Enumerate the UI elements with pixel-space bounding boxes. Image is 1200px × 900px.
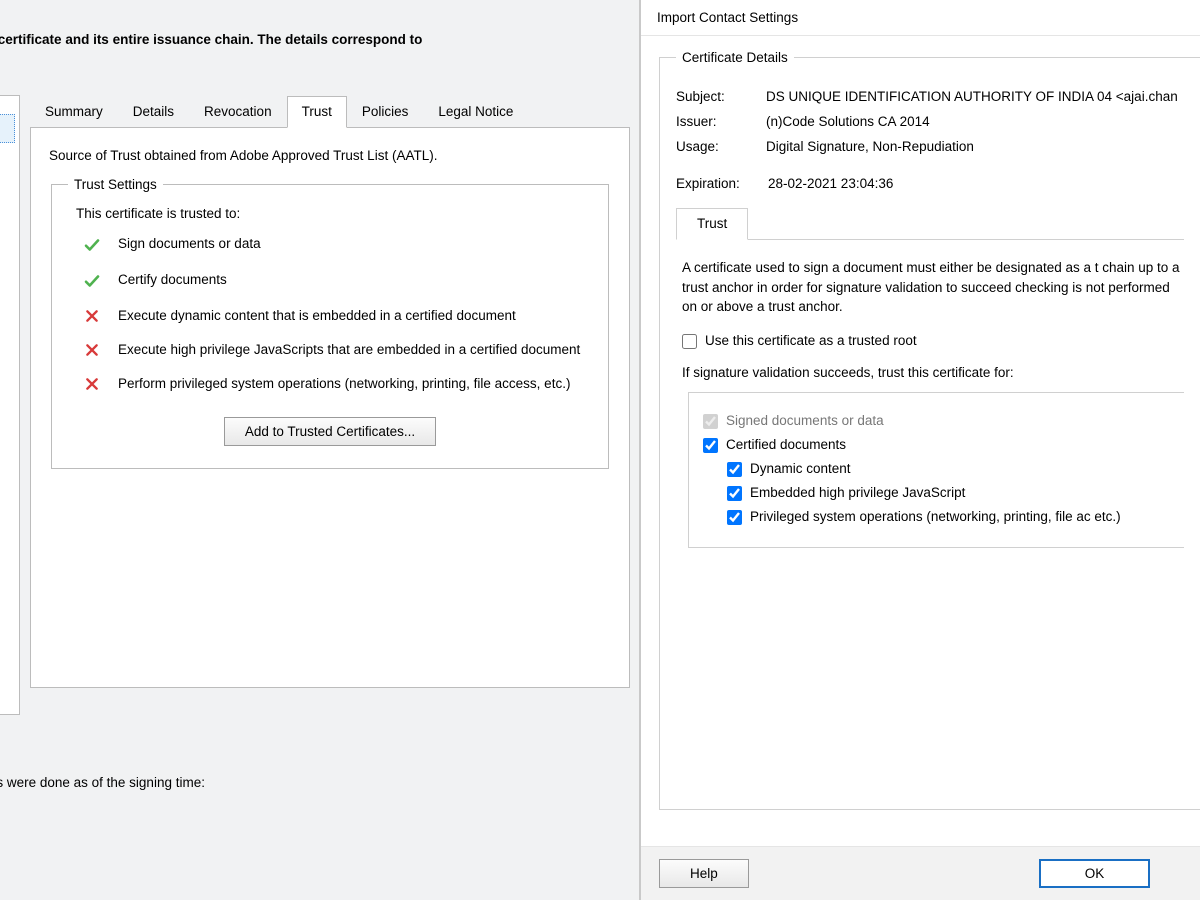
tab-body-trust: Source of Trust obtained from Adobe Appr… [30, 128, 630, 688]
trust-settings-group: Trust Settings This certificate is trust… [51, 177, 609, 469]
dialog-footer: Help OK [641, 846, 1200, 900]
privileged-ops-label: Privileged system operations (networking… [750, 509, 1121, 524]
signed-documents-checkbox [703, 414, 718, 429]
trust-row-text: Execute high privilege JavaScripts that … [118, 341, 592, 359]
x-icon [84, 308, 100, 324]
import-contact-settings-dialog: Import Contact Settings Certificate Deta… [640, 0, 1200, 900]
if-validation-succeeds-label: If signature validation succeeds, trust … [682, 365, 1184, 380]
trust-intro: This certificate is trusted to: [76, 206, 592, 221]
trust-row: Execute dynamic content that is embedded… [82, 307, 592, 327]
issuer-value: (n)Code Solutions CA 2014 [766, 114, 1184, 129]
certificate-details-group: Certificate Details Subject: DS UNIQUE I… [659, 50, 1200, 810]
subject-value: DS UNIQUE IDENTIFICATION AUTHORITY OF IN… [766, 89, 1184, 104]
x-icon [84, 376, 100, 392]
certified-documents-label: Certified documents [726, 437, 846, 452]
embedded-js-checkbox[interactable] [727, 486, 742, 501]
usage-value: Digital Signature, Non-Repudiation [766, 139, 1184, 154]
certificate-tree[interactable]: ATION . [0, 95, 20, 715]
tab-legal-notice[interactable]: Legal Notice [423, 96, 528, 128]
certificate-viewer-panel: to view the details of a certificate and… [0, 0, 640, 900]
tabstrip: Summary Details Revocation Trust Policie… [30, 95, 630, 128]
add-to-trusted-button[interactable]: Add to Trusted Certificates... [224, 417, 436, 446]
certified-documents-checkbox[interactable] [703, 438, 718, 453]
expiration-label: Expiration: [676, 176, 754, 191]
subject-label: Subject: [676, 89, 752, 104]
right-tabstrip: Trust [676, 207, 1184, 240]
trust-settings-legend: Trust Settings [68, 177, 163, 192]
ok-button[interactable]: OK [1039, 859, 1151, 888]
check-icon [83, 272, 101, 290]
privileged-ops-checkbox[interactable] [727, 510, 742, 525]
x-icon [84, 342, 100, 358]
paths-found-text: paths found [0, 60, 640, 95]
dynamic-content-label: Dynamic content [750, 461, 851, 476]
footer-line: :03 +05'30' [0, 794, 620, 815]
use-as-trusted-root-checkbox[interactable] [682, 334, 697, 349]
trust-row-text: Certify documents [118, 271, 592, 289]
tab-details[interactable]: Details [118, 96, 189, 128]
footer-line: : Shell [0, 815, 620, 836]
footer-line: ificate path is valid. [0, 731, 620, 752]
footer-status: ificate path is valid. on and revocation… [0, 715, 640, 846]
right-tab-trust[interactable]: Trust [676, 208, 748, 240]
trust-row: Sign documents or data [82, 235, 592, 257]
issuer-label: Issuer: [676, 114, 752, 129]
trust-row-text: Execute dynamic content that is embedded… [118, 307, 592, 325]
trust-row: Perform privileged system operations (ne… [82, 375, 592, 395]
intro-text: to view the details of a certificate and… [0, 0, 640, 60]
footer-line: on and revocation checks were done as of… [0, 773, 620, 794]
check-icon [83, 236, 101, 254]
signed-documents-label: Signed documents or data [726, 413, 884, 428]
embedded-js-label: Embedded high privilege JavaScript [750, 485, 965, 500]
trust-row-text: Sign documents or data [118, 235, 592, 253]
tab-policies[interactable]: Policies [347, 96, 424, 128]
expiration-value: 28-02-2021 23:04:36 [768, 176, 893, 191]
use-as-trusted-root-label: Use this certificate as a trusted root [705, 333, 917, 348]
trust-source-line: Source of Trust obtained from Adobe Appr… [49, 148, 611, 163]
tab-trust[interactable]: Trust [287, 96, 347, 128]
tab-summary[interactable]: Summary [30, 96, 118, 128]
trust-row-text: Perform privileged system operations (ne… [118, 375, 592, 393]
certificate-details-legend: Certificate Details [676, 50, 794, 65]
trust-explanation: A certificate used to sign a document mu… [682, 258, 1184, 317]
help-button[interactable]: Help [659, 859, 749, 888]
tree-item-selected[interactable]: ATION . [0, 114, 15, 143]
trust-row: Execute high privilege JavaScripts that … [82, 341, 592, 361]
footer-line [0, 752, 620, 773]
dynamic-content-checkbox[interactable] [727, 462, 742, 477]
usage-label: Usage: [676, 139, 752, 154]
tree-item[interactable] [0, 100, 15, 114]
trust-row: Certify documents [82, 271, 592, 293]
trust-for-group: Signed documents or data Certified docum… [688, 392, 1184, 548]
tab-revocation[interactable]: Revocation [189, 96, 287, 128]
dialog-title: Import Contact Settings [641, 0, 1200, 36]
